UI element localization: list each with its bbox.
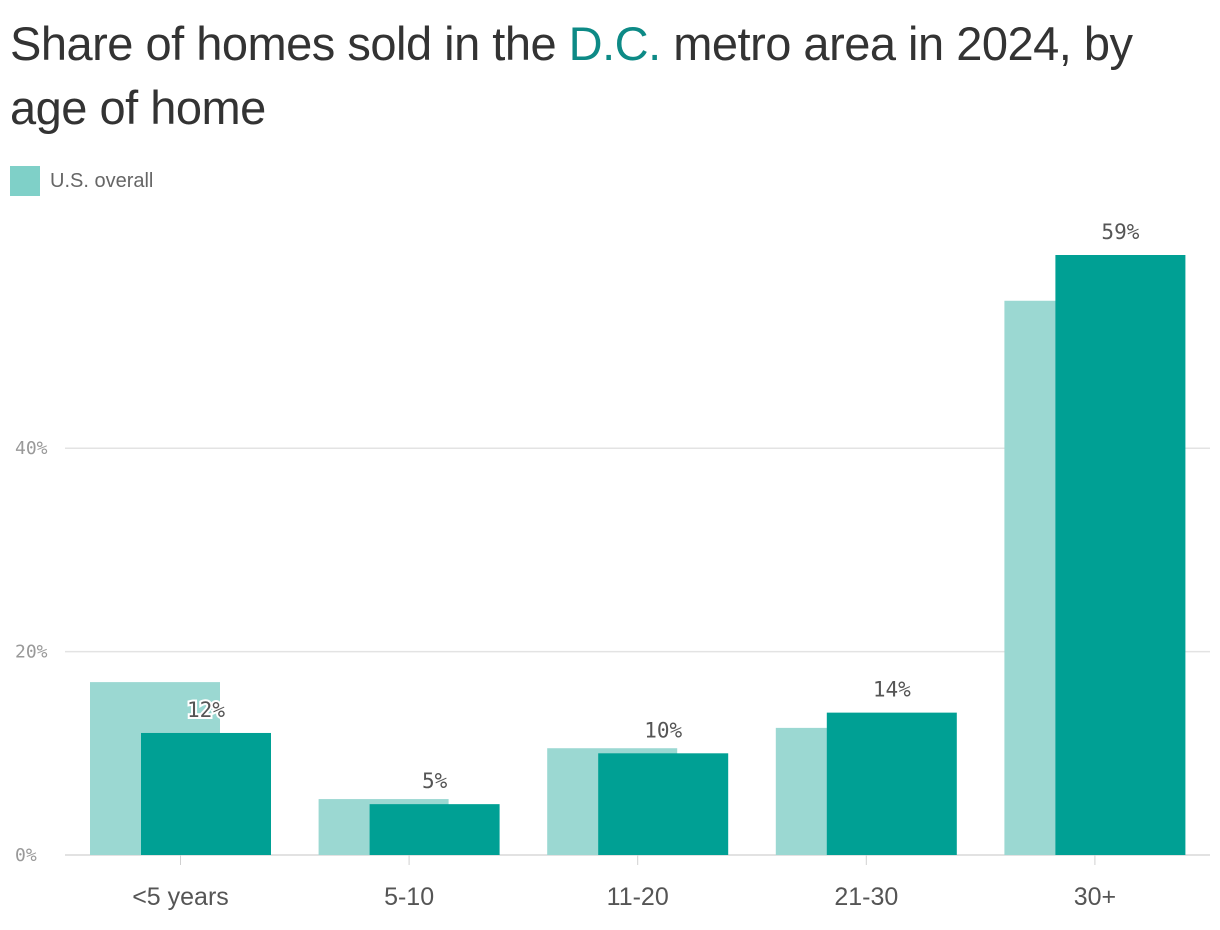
value-label: 12% xyxy=(187,698,225,722)
bar-dc xyxy=(141,732,271,855)
x-category-label: 11-20 xyxy=(607,883,669,911)
x-category-label: <5 years xyxy=(132,883,229,911)
x-category-label: 5-10 xyxy=(384,883,434,911)
x-category-label: 30+ xyxy=(1074,883,1116,911)
legend-label-us: U.S. overall xyxy=(50,169,154,192)
bar-dc xyxy=(369,804,500,855)
y-tick-label: 20% xyxy=(15,642,48,663)
bar-dc xyxy=(826,712,957,855)
value-label: 5% xyxy=(422,769,448,793)
title-highlight: D.C. xyxy=(568,17,662,70)
x-category-label: 21-30 xyxy=(834,883,898,911)
legend-swatch-us xyxy=(10,166,40,196)
title-text-end: metro area in 2024, by age of home xyxy=(10,17,1133,134)
y-tick-label: 0% xyxy=(15,845,37,866)
value-label: 14% xyxy=(873,678,911,702)
legend: U.S. overall xyxy=(10,166,153,196)
y-tick-label: 40% xyxy=(15,438,48,459)
chart-title: Share of homes sold in the D.C. metro ar… xyxy=(10,12,1210,140)
title-text-start: Share of homes sold in the xyxy=(10,17,569,70)
value-label: 59% xyxy=(1101,220,1139,244)
bar-dc xyxy=(598,753,729,855)
bar-dc xyxy=(1055,255,1186,855)
value-label: 10% xyxy=(644,718,682,742)
